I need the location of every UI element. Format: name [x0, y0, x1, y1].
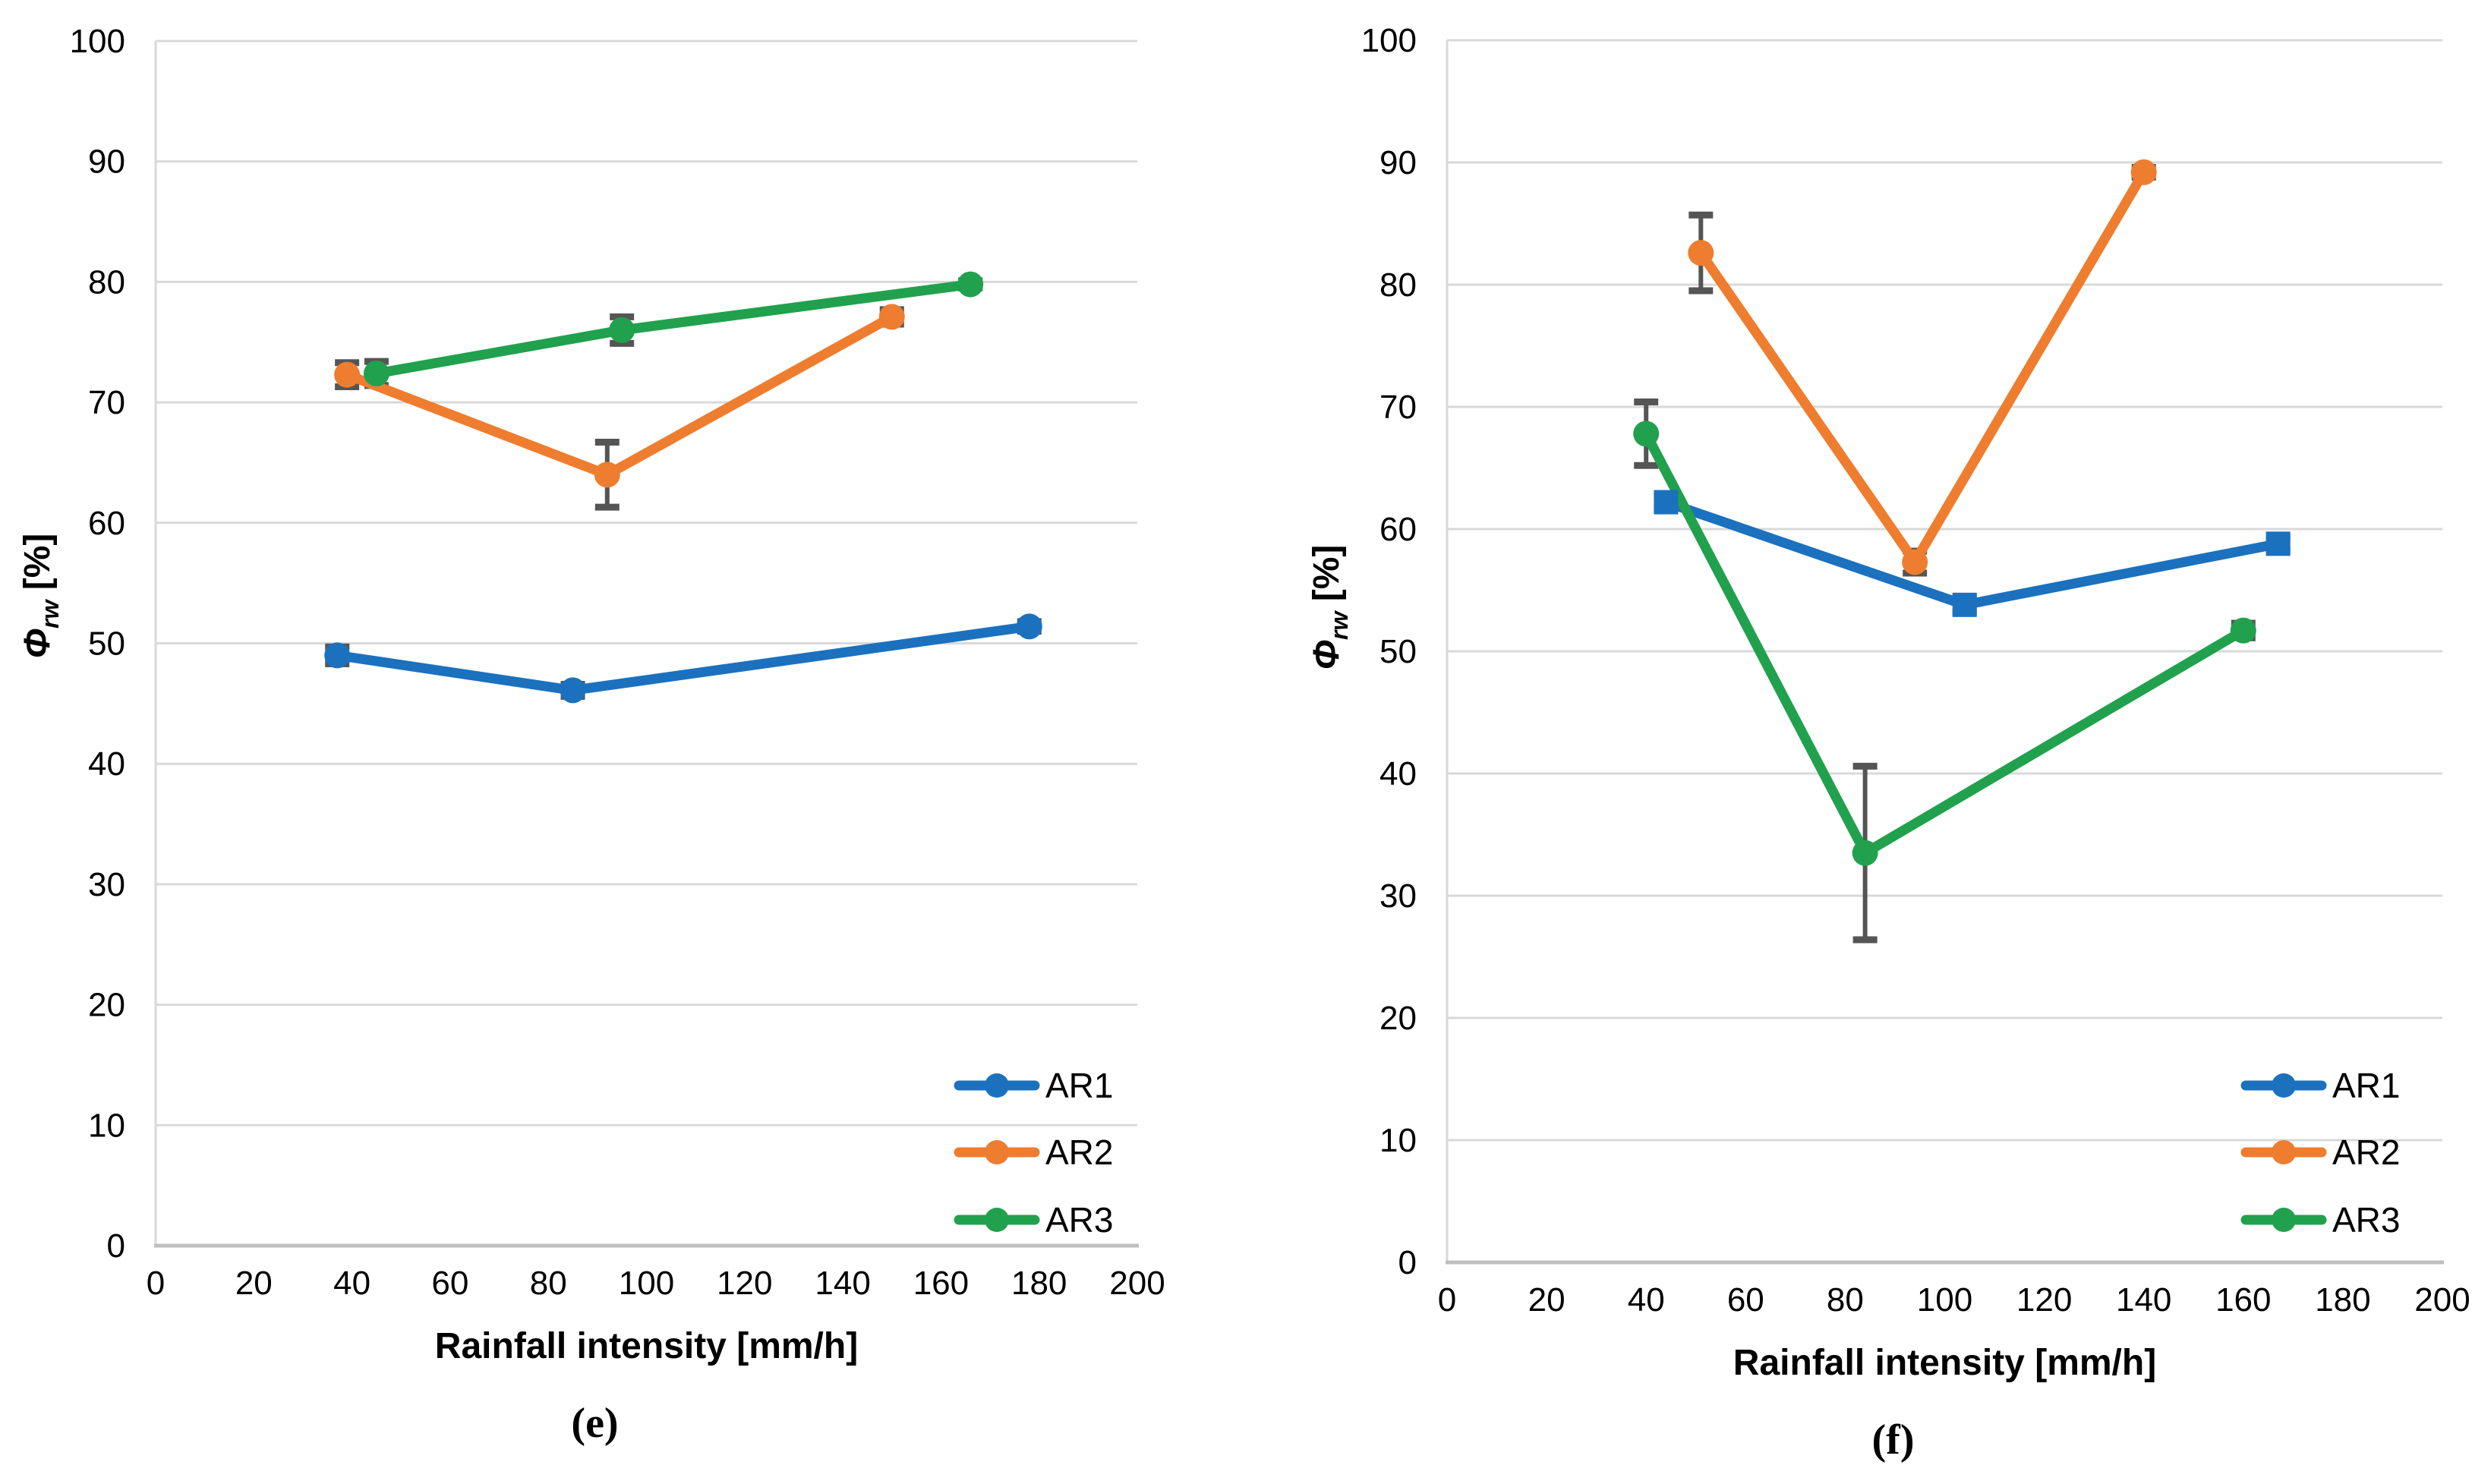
y-tick-label-80: 80 [88, 263, 125, 301]
x-tick-label-20: 20 [1528, 1281, 1565, 1319]
x-tick-label-140: 140 [815, 1265, 870, 1302]
x-tick-label-200: 200 [1109, 1265, 1165, 1302]
legend-item-AR1: AR1 [954, 1066, 1113, 1105]
legend-label: AR2 [2332, 1133, 2400, 1172]
data-point-AR3 [2230, 617, 2256, 644]
x-tick-label-120: 120 [717, 1265, 772, 1302]
x-tick-label-120: 120 [2016, 1281, 2072, 1319]
y-tick-label-30: 30 [88, 866, 125, 903]
data-point-AR1 [2265, 531, 2291, 556]
series-line-AR1 [332, 621, 1035, 695]
legend-label: AR2 [1045, 1133, 1113, 1172]
x-tick-label-180: 180 [1011, 1265, 1067, 1302]
x-axis-title: Rainfall intensity [mm/h] [435, 1326, 858, 1366]
y-tick-label-60: 60 [1379, 511, 1417, 548]
y-axis-title: Φrw [%] [17, 534, 64, 659]
data-point-AR1 [324, 642, 351, 669]
x-axis-title: Rainfall intensity [mm/h] [1733, 1343, 2156, 1383]
x-tick-label-20: 20 [235, 1265, 273, 1302]
panel-label: (f) [1872, 1416, 1915, 1464]
panel-label: (e) [571, 1400, 618, 1447]
legend-marker-icon [2272, 1208, 2296, 1232]
y-tick-label-30: 30 [1379, 877, 1417, 915]
data-point-AR3 [1633, 421, 1660, 447]
x-tick-label-0: 0 [147, 1265, 165, 1302]
legend-item-AR3: AR3 [2240, 1200, 2400, 1240]
legend-item-AR1: AR1 [2240, 1066, 2400, 1105]
data-point-AR2 [878, 304, 905, 330]
data-point-AR2 [594, 462, 620, 488]
legend-item-AR2: AR2 [2240, 1133, 2400, 1172]
y-tick-label-0: 0 [1398, 1244, 1417, 1281]
legend-marker-icon [985, 1140, 1009, 1164]
y-tick-label-40: 40 [1379, 755, 1417, 792]
legend-marker-icon [985, 1208, 1009, 1232]
data-point-AR2 [1688, 240, 1714, 266]
y-tick-label-20: 20 [88, 987, 125, 1024]
series-line-AR2 [1695, 167, 2149, 567]
legend-label: AR1 [2332, 1066, 2400, 1105]
y-tick-label-70: 70 [88, 384, 125, 421]
legend-label: AR1 [1045, 1066, 1113, 1105]
y-tick-label-20: 20 [1379, 1000, 1417, 1037]
data-point-AR3 [363, 361, 389, 387]
x-tick-label-160: 160 [913, 1265, 969, 1302]
data-point-AR1 [1016, 613, 1042, 640]
data-point-AR1 [1654, 490, 1679, 515]
y-tick-label-70: 70 [1379, 389, 1417, 426]
x-tick-label-40: 40 [333, 1265, 370, 1302]
x-tick-label-100: 100 [1917, 1281, 1972, 1319]
y-tick-label-80: 80 [1379, 266, 1417, 304]
legend-marker-icon [2272, 1140, 2296, 1164]
data-point-AR2 [334, 361, 361, 388]
series-line-AR3 [1641, 428, 2249, 859]
y-tick-label-60: 60 [88, 505, 125, 542]
series-line-AR1 [1660, 497, 2284, 610]
data-point-AR1 [560, 677, 586, 704]
x-tick-label-0: 0 [1438, 1281, 1456, 1319]
y-tick-label-40: 40 [88, 745, 125, 783]
x-tick-label-80: 80 [1827, 1281, 1864, 1319]
data-point-AR1 [1952, 592, 1977, 617]
chart-panel-e: 0 10 20 30 40 50 60 70 80 90 100 0 20 40 60 80 100 120 140… [0, 0, 1236, 1480]
x-tick-label-80: 80 [530, 1265, 567, 1302]
y-tick-label-90: 90 [88, 143, 125, 181]
data-point-AR2 [1902, 549, 1928, 575]
x-tick-label-140: 140 [2116, 1281, 2171, 1319]
x-tick-label-180: 180 [2315, 1281, 2370, 1319]
legend-item-AR3: AR3 [954, 1200, 1113, 1240]
y-tick-label-90: 90 [1379, 144, 1417, 181]
y-tick-label-100: 100 [1361, 22, 1417, 59]
x-tick-label-60: 60 [431, 1265, 468, 1302]
data-point-AR2 [2130, 159, 2157, 185]
legend-marker-icon [2272, 1073, 2296, 1098]
chart-f-svg: 0 10 20 30 40 50 60 70 80 90 100 0 20 40 60 80 100 120 140… [1307, 22, 2470, 1464]
data-point-AR3 [1852, 840, 1878, 866]
y-tick-label-10: 10 [88, 1107, 125, 1144]
data-point-AR3 [957, 271, 984, 298]
y-axis-title: Φrw [%] [1307, 545, 1353, 670]
legend-label: AR3 [1045, 1200, 1113, 1240]
series-line-AR3 [371, 279, 976, 379]
chart-e-svg: 0 10 20 30 40 50 60 70 80 90 100 0 20 40 60 80 100 120 140… [17, 23, 1165, 1447]
legend-label: AR3 [2332, 1200, 2400, 1240]
x-tick-label-200: 200 [2414, 1281, 2470, 1319]
y-tick-label-50: 50 [1379, 633, 1417, 670]
y-tick-label-50: 50 [88, 625, 125, 663]
x-tick-label-100: 100 [619, 1265, 674, 1302]
x-tick-label-60: 60 [1727, 1281, 1764, 1319]
data-point-AR3 [609, 317, 635, 343]
y-tick-label-0: 0 [107, 1227, 125, 1265]
y-tick-label-100: 100 [70, 23, 125, 60]
chart-panel-f: 0 10 20 30 40 50 60 70 80 90 100 0 20 40 60 80 100 120 140… [1236, 0, 2472, 1480]
legend-item-AR2: AR2 [954, 1133, 1113, 1172]
x-tick-label-160: 160 [2215, 1281, 2271, 1319]
x-tick-label-40: 40 [1628, 1281, 1665, 1319]
y-tick-label-10: 10 [1379, 1122, 1417, 1159]
legend-marker-icon [985, 1073, 1009, 1098]
